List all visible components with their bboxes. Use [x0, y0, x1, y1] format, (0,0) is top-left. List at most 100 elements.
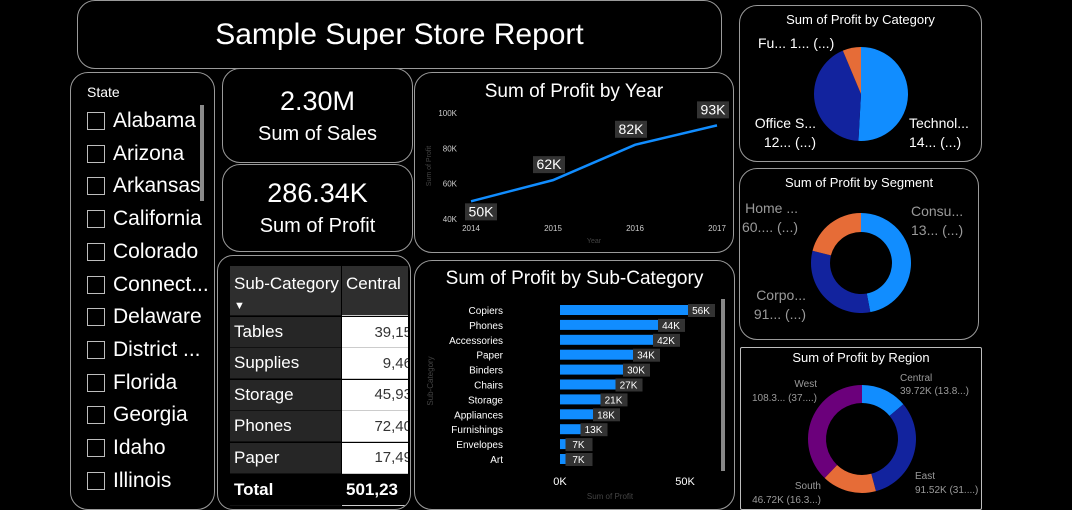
category-label: Appliances	[454, 410, 503, 421]
bar[interactable]	[560, 424, 593, 435]
slice[interactable]	[812, 213, 861, 256]
data-label-bg	[580, 423, 608, 437]
col-header-central[interactable]: Central	[342, 266, 408, 316]
col-header-subcategory[interactable]: Sub-Category ▼	[230, 266, 341, 316]
data-label-bg	[688, 304, 715, 317]
profit-by-region-chart[interactable]: Sum of Profit by Region Central 39.72K (1…	[740, 347, 982, 510]
category-label: Copiers	[469, 306, 503, 317]
x-tick-label: 2014	[462, 224, 480, 233]
sales-card: 2.30M Sum of Sales	[222, 68, 413, 163]
slicer-item[interactable]: District ...	[87, 335, 201, 365]
checkbox[interactable]	[87, 177, 105, 196]
profit-value: 286.34K	[267, 178, 368, 208]
checkbox[interactable]	[87, 308, 105, 327]
slice-label: Technol...	[909, 115, 969, 131]
state-slicer[interactable]: State Alabama Arizona Arkansas California Co…	[70, 72, 215, 510]
y-tick-label: 40K	[443, 215, 458, 224]
cell-central-value: 39,15	[342, 317, 408, 348]
slice[interactable]	[871, 404, 916, 492]
sales-label: Sum of Sales	[258, 122, 377, 145]
bar[interactable]	[560, 319, 670, 330]
slice-label: West	[794, 379, 817, 390]
bar[interactable]	[560, 379, 628, 390]
slicer-item[interactable]: California	[87, 204, 202, 234]
profit-line[interactable]	[470, 124, 718, 203]
cell-central-value: 9,46	[342, 348, 408, 380]
slicer-item[interactable]: Delaware	[87, 302, 202, 332]
bar[interactable]	[560, 364, 635, 375]
bar[interactable]	[560, 334, 665, 345]
data-label: 82K	[619, 121, 645, 137]
slicer-item[interactable]: Alabama	[87, 106, 196, 136]
category-label: Accessories	[449, 336, 503, 347]
category-label: Binders	[469, 366, 503, 377]
slicer-item[interactable]: Georgia	[87, 400, 188, 430]
y-axis-title: Sum of Profit	[426, 146, 433, 187]
bar-chart-title: Sum of Profit by Sub-Category	[445, 268, 704, 289]
data-label-bg	[533, 156, 565, 174]
slice[interactable]	[824, 464, 876, 493]
slice[interactable]	[858, 47, 908, 141]
data-label: 7K	[572, 455, 585, 466]
cell-central-value: 45,93	[342, 379, 408, 411]
report-title: Sample Super Store Report	[215, 17, 584, 51]
x-axis-title: Sum of Profit	[587, 492, 634, 501]
slice[interactable]	[811, 250, 871, 313]
slicer-item-label: Idaho	[113, 436, 166, 459]
slice-label: 108.3... (37....)	[752, 393, 817, 404]
data-label-bg	[623, 363, 650, 377]
checkbox[interactable]	[87, 144, 105, 163]
y-tick-label: 60K	[443, 180, 458, 189]
bar[interactable]	[560, 349, 645, 360]
slice[interactable]	[861, 213, 911, 313]
checkbox[interactable]	[87, 373, 105, 392]
data-label-bg	[465, 203, 497, 221]
checkbox[interactable]	[87, 471, 105, 490]
checkbox[interactable]	[87, 112, 105, 130]
checkbox[interactable]	[87, 406, 105, 425]
slice[interactable]	[842, 47, 861, 94]
slicer-item[interactable]: Arkansas	[87, 171, 201, 201]
cell-subcategory: Phones	[230, 411, 341, 443]
slicer-item[interactable]: Arizona	[87, 139, 184, 169]
data-label: 93K	[701, 101, 727, 117]
slicer-scrollbar[interactable]	[200, 105, 204, 201]
slicer-item-label: Colorado	[113, 239, 199, 263]
checkbox[interactable]	[87, 275, 105, 294]
slice[interactable]	[808, 385, 862, 478]
checkbox[interactable]	[87, 340, 105, 359]
slicer-item[interactable]: Colorado	[87, 237, 198, 267]
data-label-bg	[565, 453, 593, 466]
subcategory-table[interactable]: Sub-Category▼ Central Tables39,15Supplie…	[217, 255, 411, 510]
x-tick-label: 2016	[626, 224, 644, 233]
data-label-bg	[593, 408, 620, 422]
slicer-item[interactable]: Illinois	[87, 466, 171, 496]
slice[interactable]	[862, 385, 904, 416]
profit-by-segment-chart[interactable]: Sum of Profit by Segment Consu... 13... (…	[739, 168, 979, 340]
y-axis-title: Sub-Category	[426, 356, 435, 405]
slice-label: 60.... (...)	[742, 219, 798, 235]
segment-donut-svg: Consu... 13... (...) Corpo... 91... (...) Ho…	[742, 200, 963, 322]
slicer-item[interactable]: Idaho	[87, 433, 166, 463]
bar-chart-scrollbar[interactable]	[721, 299, 725, 471]
profit-by-year-chart[interactable]: Sum of Profit by Year 40K 60K 80K 100K 2014 2…	[414, 72, 734, 253]
slice-label: Consu...	[911, 203, 963, 219]
checkbox[interactable]	[87, 210, 105, 229]
slicer-item[interactable]: Connect...	[87, 270, 209, 300]
profit-by-category-chart[interactable]: Sum of Profit by Category Technol... 14..…	[739, 5, 982, 162]
bar[interactable]	[560, 305, 700, 315]
slicer-item[interactable]: Florida	[87, 368, 177, 398]
slice[interactable]	[814, 50, 861, 141]
bar[interactable]	[560, 409, 605, 420]
bar[interactable]	[560, 394, 613, 405]
checkbox[interactable]	[87, 242, 105, 261]
data-label: 7K	[572, 440, 585, 451]
checkbox[interactable]	[87, 439, 105, 457]
profit-by-subcategory-chart[interactable]: Sum of Profit by Sub-Category Copiers 56K…	[414, 260, 735, 510]
slicer-header: State	[87, 84, 120, 100]
